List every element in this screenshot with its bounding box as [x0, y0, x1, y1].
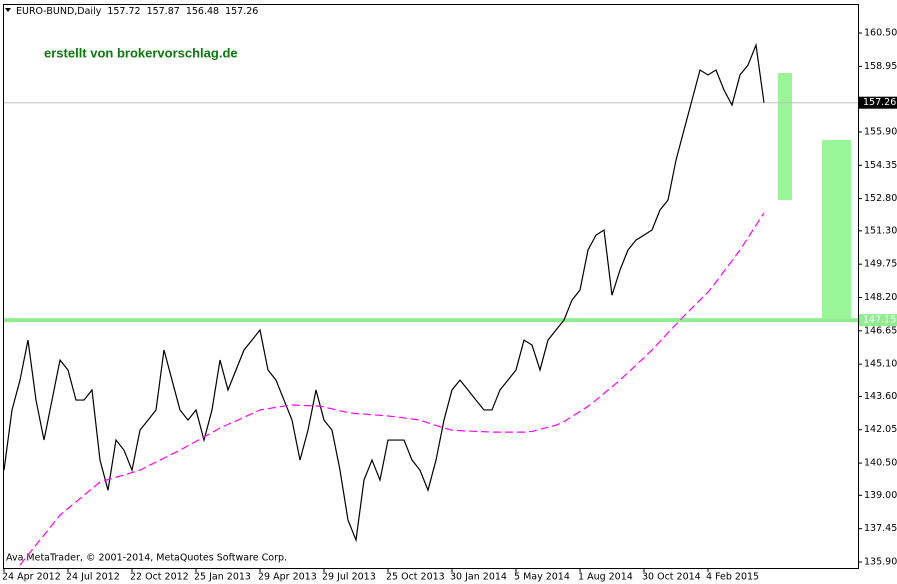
series-line	[3, 42, 765, 543]
footer: Ava MetaTrader, © 2001-2014, MetaQuotes …	[6, 553, 287, 564]
x-tick-label: 29 Jul 2013	[322, 572, 376, 583]
chart-header: EURO-BUND,Daily 157.72 157.87 156.48 157.26	[16, 6, 258, 17]
y-tick-label: 160.50	[864, 28, 897, 39]
y-tick-label: 135.90	[864, 556, 897, 567]
y-tick-label: 152.80	[864, 193, 897, 204]
x-tick-label: 25 Jan 2013	[194, 572, 251, 583]
series-line	[19, 212, 765, 566]
y-tick-label: 140.50	[864, 458, 897, 469]
x-tick-label: 30 Jan 2014	[450, 572, 507, 583]
x-tick-label: 24 Apr 2012	[2, 572, 61, 583]
x-tick-label: 29 Apr 2013	[258, 572, 317, 583]
header-value: 156.48	[186, 6, 219, 17]
level-box	[859, 314, 897, 327]
x-tick-label: 30 Oct 2014	[642, 572, 701, 583]
zone	[822, 140, 851, 319]
y-tick-label: 139.00	[864, 490, 897, 501]
x-tick-label: 1 Aug 2014	[578, 572, 633, 583]
level-label: 147.15	[863, 315, 896, 326]
annotation: erstellt von brokervorschlag.de	[44, 45, 238, 60]
current-price-box	[859, 96, 897, 109]
y-tick-label: 148.20	[864, 292, 897, 303]
y-tick-label: 155.90	[864, 126, 897, 137]
zone	[778, 73, 792, 201]
header-value: 157.72	[107, 6, 140, 17]
chart-title: EURO-BUND,Daily	[16, 6, 102, 17]
y-tick-label: 154.35	[864, 160, 897, 171]
x-tick-label: 25 Oct 2013	[386, 572, 445, 583]
x-tick-label: 5 May 2014	[514, 572, 570, 583]
header-value: 157.26	[225, 6, 258, 17]
x-tick-label: 4 Feb 2015	[706, 572, 759, 583]
y-tick-label: 158.95	[864, 61, 897, 72]
y-tick-label: 149.75	[864, 259, 897, 270]
x-tick-label: 24 Jul 2012	[66, 572, 120, 583]
y-tick-label: 146.65	[864, 325, 897, 336]
current-price-label: 157.26	[863, 97, 896, 108]
header-value: 157.87	[147, 6, 180, 17]
y-tick-label: 137.45	[864, 523, 897, 534]
y-tick-label: 151.30	[864, 225, 897, 236]
plot-frame	[3, 4, 859, 569]
menu-arrow	[5, 8, 11, 12]
plot-layer: 160.50 158.95 155.90 154.35 152.80 151.30 149.…	[2, 28, 897, 583]
x-tick-label: 22 Oct 2012	[130, 572, 189, 583]
y-tick-label: 145.10	[864, 359, 897, 370]
y-tick-label: 142.05	[864, 424, 897, 435]
y-tick-label: 143.60	[864, 391, 897, 402]
